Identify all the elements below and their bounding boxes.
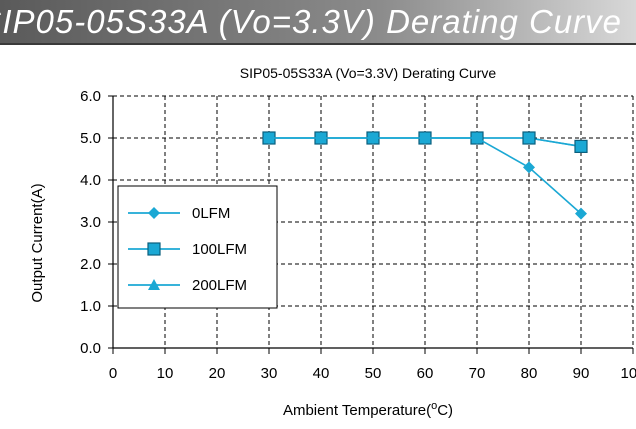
- y-tick-label: 5.0: [80, 130, 101, 147]
- chart-series: [262, 131, 588, 220]
- legend-label: 200LFM: [192, 277, 247, 294]
- x-axis-label: Ambient Temperature(oC): [283, 400, 453, 419]
- x-tick-label: 90: [573, 365, 590, 382]
- legend-label: 0LFM: [192, 205, 230, 222]
- y-axis-ticks: 0.0 1.0 2.0 3.0 4.0 5.0 6.0: [80, 88, 101, 357]
- chart-legend: 0LFM 100LFM 200LFM: [117, 185, 278, 309]
- x-tick-label: 100: [620, 365, 636, 382]
- legend-marker: [148, 279, 160, 290]
- legend-marker: [147, 242, 161, 256]
- x-tick-label: 50: [365, 365, 382, 382]
- y-tick-label: 0.0: [80, 340, 101, 357]
- data-point: [523, 161, 535, 174]
- y-axis-label: Output Current(A): [29, 183, 46, 302]
- x-tick-label: 30: [261, 365, 278, 382]
- y-tick-label: 4.0: [80, 172, 101, 189]
- x-tick-label: 70: [469, 365, 486, 382]
- legend-label: 100LFM: [192, 241, 247, 258]
- data-point: [522, 131, 536, 145]
- x-tick-label: 80: [521, 365, 538, 382]
- chart-axes: [108, 95, 634, 354]
- data-point: [315, 132, 327, 144]
- data-point: [419, 132, 431, 144]
- x-tick-label: 10: [157, 365, 174, 382]
- y-tick-label: 2.0: [80, 256, 101, 273]
- banner-divider: [0, 43, 636, 45]
- data-point: [574, 139, 588, 154]
- data-point: [367, 132, 379, 144]
- y-tick-label: 1.0: [80, 298, 101, 315]
- x-axis-ticks: 0 10 20 30 40 50 60 70 80 90 100: [109, 365, 636, 382]
- y-tick-label: 3.0: [80, 214, 101, 231]
- data-point: [263, 132, 275, 144]
- legend-marker: [148, 207, 160, 219]
- x-tick-label: 20: [209, 365, 226, 382]
- x-tick-label: 60: [417, 365, 434, 382]
- title-banner: SIP05-05S33A (Vo=3.3V) Derating Curve: [0, 0, 636, 43]
- x-tick-label: 0: [109, 365, 117, 382]
- banner-title: SIP05-05S33A (Vo=3.3V) Derating Curve: [0, 3, 622, 40]
- chart-title: SIP05-05S33A (Vo=3.3V) Derating Curve: [240, 65, 497, 81]
- x-tick-label: 40: [313, 365, 330, 382]
- series-0lfm: [263, 132, 587, 220]
- y-tick-label: 6.0: [80, 88, 101, 105]
- derating-chart: SIP05-05S33A (Vo=3.3V) Derating Curve 0.…: [29, 65, 636, 419]
- legend-box: [117, 185, 278, 309]
- data-point: [575, 207, 587, 220]
- data-point: [471, 132, 483, 144]
